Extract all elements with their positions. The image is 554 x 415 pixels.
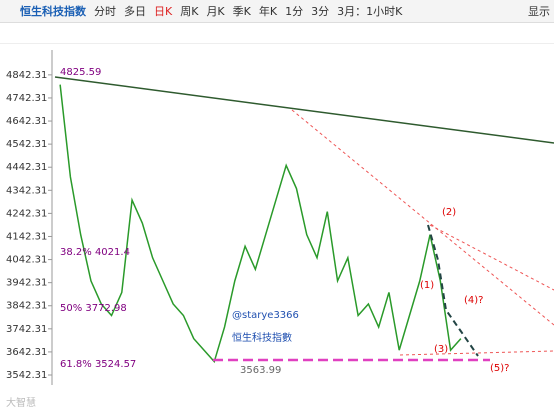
annotation: (1)	[420, 280, 434, 291]
toolbar-item[interactable]: 1分	[285, 5, 304, 18]
toolbar-item[interactable]: 分时	[94, 5, 116, 18]
y-tick-label: 4042.31	[6, 255, 47, 266]
y-tick-label: 4442.31	[6, 162, 47, 173]
y-tick-label: 3642.31	[6, 347, 47, 358]
y-tick-label: 3842.31	[6, 301, 47, 312]
annotation: (3)	[434, 344, 448, 355]
y-tick-label: 4642.31	[6, 116, 47, 127]
toolbar-item[interactable]: 周K	[180, 5, 199, 18]
annotation: 50% 3772.98	[60, 303, 127, 314]
annotation: (2)	[442, 207, 456, 218]
trendline	[54, 76, 554, 144]
annotation: 38.2% 4021.4	[60, 247, 130, 258]
annotation: 4825.59	[60, 67, 101, 78]
toolbar-item[interactable]: 年K	[258, 5, 278, 18]
trendline	[291, 109, 554, 326]
annotation: 恒生科技指數	[232, 331, 292, 344]
annotation: (5)?	[490, 363, 509, 374]
toolbar-item[interactable]: 3月：1小时K	[337, 5, 403, 18]
annotation: 61.8% 3524.57	[60, 359, 136, 370]
y-tick-label: 4542.31	[6, 139, 47, 150]
index-name[interactable]: 恒生科技指数	[20, 5, 86, 18]
trendline	[399, 350, 554, 356]
toolbar-item[interactable]: 月K	[206, 5, 225, 18]
y-tick-label: 3542.31	[6, 370, 47, 381]
toolbar-item[interactable]: 显示	[528, 5, 550, 18]
annotation: (4)?	[464, 295, 483, 306]
wave-path	[427, 224, 479, 357]
price-line	[59, 84, 462, 364]
y-tick-label: 3742.31	[6, 324, 47, 335]
toolbar-item[interactable]: 3分	[311, 5, 330, 18]
annotation: @starye3366	[232, 310, 299, 321]
y-tick-label: 4342.31	[6, 185, 47, 196]
annotation: 3563.99	[240, 365, 281, 376]
watermark: 大智慧	[6, 396, 36, 409]
toolbar-item[interactable]: 多日	[124, 5, 146, 18]
toolbar-item[interactable]: 季K	[232, 5, 251, 18]
y-tick-label: 3942.31	[6, 278, 47, 289]
y-tick-label: 4142.31	[6, 231, 47, 242]
trendline	[429, 224, 554, 291]
y-tick-label: 4242.31	[6, 208, 47, 219]
drawing-toolbar	[0, 23, 554, 44]
y-tick-label: 4842.31	[6, 70, 47, 81]
toolbar-item[interactable]: 日K	[154, 5, 173, 18]
toolbar: 恒生科技指数 分时 多日 日K 周K 月K 季K 年K 1分 3分 3月：1小时K 显示	[0, 0, 554, 23]
y-tick-label: 4742.31	[6, 93, 47, 104]
